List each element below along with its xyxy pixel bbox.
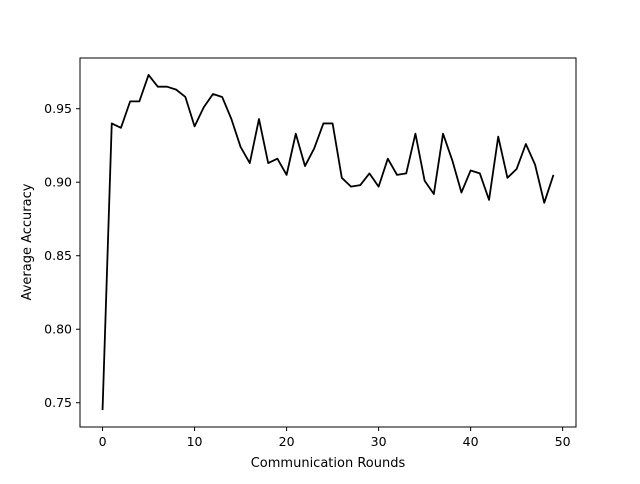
data-point <box>202 106 205 109</box>
data-point <box>478 172 481 175</box>
data-point <box>147 73 150 76</box>
series-line-0 <box>101 74 555 411</box>
data-point <box>497 135 500 138</box>
data-point <box>423 179 426 182</box>
data-point <box>230 118 233 121</box>
data-point <box>248 162 251 165</box>
data-point <box>211 93 214 96</box>
data-point <box>442 132 445 135</box>
data-point <box>488 198 491 201</box>
data-point <box>239 145 242 148</box>
data-point <box>129 100 132 103</box>
y-tick-label: 0.75 <box>44 395 72 410</box>
data-point <box>276 157 279 160</box>
data-point <box>138 100 141 103</box>
data-point <box>359 184 362 187</box>
data-point <box>350 185 353 188</box>
data-point <box>368 172 371 175</box>
data-point <box>285 173 288 176</box>
data-point <box>322 122 325 125</box>
x-tick-label: 10 <box>187 434 203 449</box>
x-tick-label: 0 <box>99 434 107 449</box>
data-point <box>267 162 270 165</box>
axis-ticks: 0 10 20 30 40 50 0.75 0.80 0.85 0.90 0.95 <box>44 101 571 449</box>
data-point <box>414 132 417 135</box>
data-point <box>432 192 435 195</box>
y-tick-label: 0.95 <box>44 101 72 116</box>
axes-frame <box>79 57 577 428</box>
plot-area <box>101 73 555 412</box>
data-point <box>184 95 187 98</box>
data-point <box>101 409 104 412</box>
y-tick-label: 0.80 <box>44 322 72 337</box>
y-tick-label: 0.85 <box>44 248 72 263</box>
data-point <box>405 172 408 175</box>
data-point <box>451 159 454 162</box>
data-point <box>377 185 380 188</box>
data-point <box>303 165 306 168</box>
data-point <box>524 143 527 146</box>
y-axis-label: Average Accuracy <box>20 183 35 300</box>
data-point <box>156 85 159 88</box>
data-point <box>460 191 463 194</box>
data-point <box>543 201 546 204</box>
data-point <box>331 122 334 125</box>
data-point <box>313 147 316 150</box>
data-point <box>396 173 399 176</box>
x-tick-label: 30 <box>371 434 387 449</box>
x-tick-label: 20 <box>279 434 295 449</box>
data-point <box>119 126 122 129</box>
data-point <box>340 176 343 179</box>
y-tick-label: 0.90 <box>44 175 72 190</box>
data-point <box>175 88 178 91</box>
data-point <box>469 169 472 172</box>
data-point <box>506 176 509 179</box>
data-point <box>193 125 196 128</box>
data-point <box>165 85 168 88</box>
data-point <box>221 95 224 98</box>
x-axis-label: Communication Rounds <box>251 456 406 471</box>
data-point <box>110 122 113 125</box>
data-point <box>515 167 518 170</box>
data-point <box>257 118 260 121</box>
data-point <box>552 173 555 176</box>
data-point <box>294 132 297 135</box>
x-tick-label: 50 <box>555 434 571 449</box>
data-point <box>386 157 389 160</box>
x-tick-label: 40 <box>463 434 479 449</box>
data-point <box>534 163 537 166</box>
